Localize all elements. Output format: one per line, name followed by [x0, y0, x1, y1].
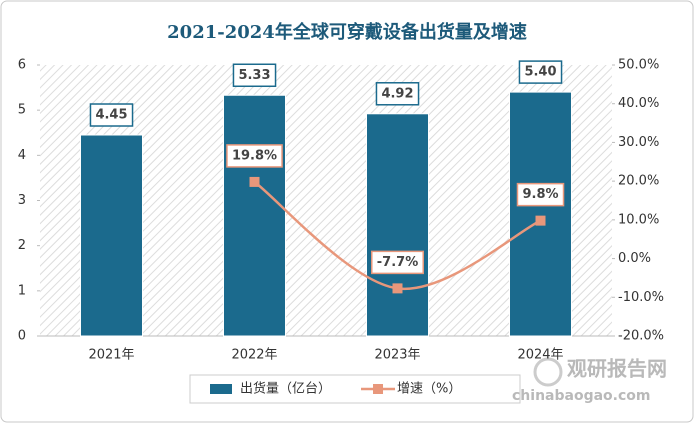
data-label: 9.8%	[522, 187, 558, 202]
x-tick-label: 2021年	[88, 348, 134, 363]
data-label-group: 19.8%	[226, 144, 283, 168]
watermark: 观研报告网	[567, 357, 667, 381]
x-tick-label: 2024年	[517, 348, 563, 363]
y-tick-label: 4	[18, 148, 26, 163]
legend-swatch-marker	[373, 384, 384, 394]
y2-tick-label: -10.0%	[618, 290, 664, 305]
data-label-box	[232, 63, 277, 88]
data-label: 5.33	[238, 68, 270, 83]
y-tick-label: 6	[18, 58, 26, 73]
data-label-box	[89, 103, 134, 127]
watermark-logo	[533, 357, 563, 387]
chart-title: 2021-2024年全球可穿戴设备出货量及增速	[167, 21, 527, 43]
y-tick-label: 5	[18, 103, 26, 118]
data-label-box	[371, 250, 424, 275]
data-label-group: 5.33	[232, 63, 277, 88]
data-label-box	[375, 82, 420, 106]
line-marker	[535, 215, 546, 226]
y2-tick-label: -20.0%	[618, 329, 664, 344]
data-label-box	[518, 60, 563, 84]
bar	[366, 113, 429, 337]
data-label-group: 5.40	[518, 60, 563, 84]
data-label-box	[226, 144, 283, 168]
y2-tick-label: 30.0%	[618, 135, 659, 150]
data-label: 5.40	[524, 65, 556, 80]
y2-tick-label: 40.0%	[618, 96, 659, 111]
y2-tick-label: 10.0%	[618, 212, 659, 227]
data-label-group: 4.92	[375, 82, 420, 106]
bar	[509, 91, 572, 337]
y2-tick-label: 20.0%	[618, 174, 659, 189]
legend-label: 增速（%）	[397, 382, 461, 397]
data-label: 19.8%	[232, 148, 277, 163]
data-label: -7.7%	[377, 255, 418, 270]
line-marker	[249, 176, 260, 187]
legend-swatch	[210, 384, 232, 394]
data-label: 4.92	[381, 86, 413, 101]
y2-tick-label: 0.0%	[618, 251, 651, 266]
y-tick-label: 1	[18, 283, 26, 298]
data-label: 4.45	[95, 108, 127, 123]
x-tick-label: 2023年	[374, 348, 420, 363]
watermark-url: chinabaogao.com	[512, 388, 650, 404]
y-tick-label: 0	[18, 329, 26, 344]
bar	[80, 134, 143, 337]
y2-tick-label: 50.0%	[618, 58, 659, 73]
legend	[189, 374, 521, 404]
data-label-group: 9.8%	[516, 182, 565, 207]
data-label-group: 4.45	[89, 103, 134, 127]
data-label-group: -7.7%	[371, 250, 424, 275]
line-marker	[392, 283, 403, 294]
bar	[223, 94, 286, 337]
y-tick-label: 2	[18, 238, 26, 253]
legend-label: 出货量（亿台）	[240, 381, 331, 397]
y-tick-label: 3	[18, 193, 26, 208]
data-label-box	[516, 182, 565, 207]
x-tick-label: 2022年	[231, 348, 277, 363]
